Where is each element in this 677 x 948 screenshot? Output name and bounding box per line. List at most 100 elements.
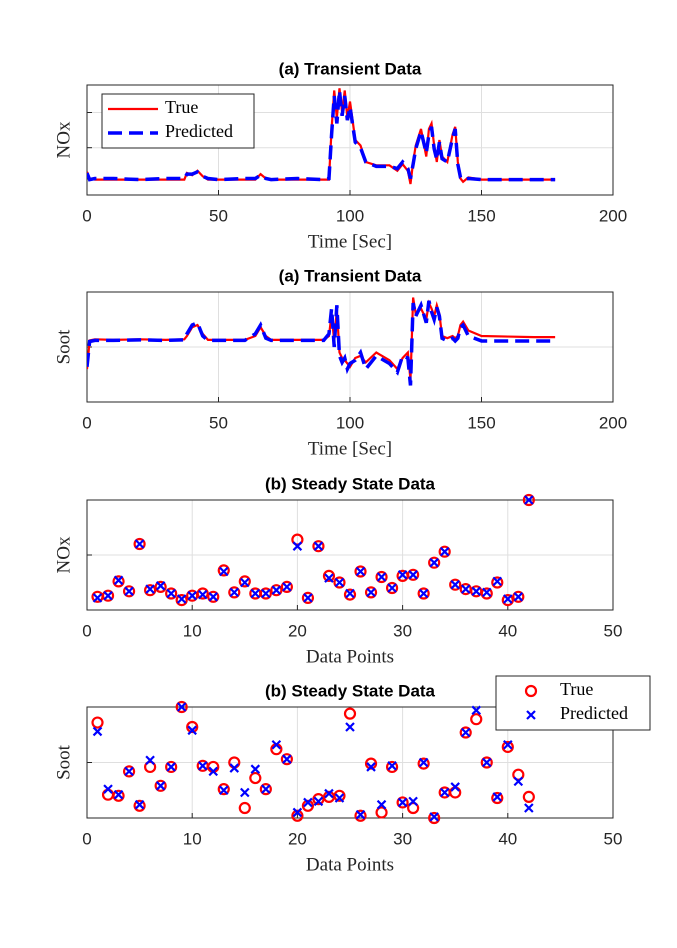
point [145,755,155,766]
point [333,576,346,589]
subplot: 0 50 100 150 200 (a) Transient Data Time [Sec]… [53,266,627,459]
point [480,756,493,769]
point [492,576,503,587]
point [217,783,230,796]
point [418,757,429,768]
point [408,570,418,580]
point [396,796,409,809]
point [313,796,324,807]
point [364,586,378,599]
point [165,587,178,600]
point [292,807,303,818]
point [471,705,482,716]
point [238,801,251,815]
x-axis-label: Time [Sec] [308,231,392,252]
point [229,763,240,773]
point [503,594,513,604]
point [301,591,315,605]
point [124,586,134,597]
point [208,766,219,777]
point [103,784,113,794]
chart-title: (a) Transient Data [279,59,422,78]
point [387,583,397,593]
x-tick-label: 50 [209,413,228,432]
point [197,761,208,771]
line [87,90,556,182]
subplot: 0 50 100 150 200 (a) Transient Data Time [Sec]… [53,59,627,252]
point [501,740,514,754]
x-axis-label: Data Points [306,854,394,875]
point [270,584,283,597]
x-tick-label: 30 [393,829,412,848]
x-tick-label: 50 [209,206,228,225]
point [470,713,483,726]
point [187,725,197,736]
point [292,541,303,551]
point [429,557,439,568]
point [397,797,408,808]
point [301,799,315,812]
point [303,593,313,603]
point [240,577,250,588]
point [175,700,188,714]
point [343,588,357,601]
point [480,587,493,600]
point [450,579,460,590]
point [175,593,188,607]
point [407,801,420,815]
legend-label: Predicted [560,703,628,723]
x-axis-label: Data Points [306,646,394,667]
x-tick-label: 30 [393,621,412,640]
point [512,590,525,603]
point [522,493,535,507]
point [134,799,145,810]
point [481,757,492,768]
point [324,788,334,799]
legend-label: True [560,679,593,699]
point [144,584,157,597]
point [187,590,197,601]
point [249,771,262,785]
x-tick-label: 200 [599,413,627,432]
point [501,593,514,607]
x-tick-label: 20 [288,829,307,848]
point [333,789,346,802]
point [375,806,388,819]
point [460,727,471,738]
point [240,787,250,798]
point [366,762,376,772]
point [334,577,345,588]
point [250,764,261,774]
point [280,580,293,594]
x-tick-label: 100 [336,206,364,225]
x-tick-label: 10 [183,829,202,848]
point [408,796,418,807]
point [282,582,292,592]
legend: True Predicted [101,93,255,149]
point [492,792,503,802]
point [354,565,367,578]
point [134,539,145,549]
point [228,586,241,599]
point [250,588,261,599]
point [313,541,324,551]
point [218,785,229,796]
point [91,716,104,729]
point [503,739,513,750]
point [261,784,271,794]
legend-box [101,93,255,149]
subplot: 0 10 20 30 40 50 (b) Steady State Data Data Poi… [53,474,622,667]
x-tick-label: 200 [599,206,627,225]
y-axis-label: Soot [53,744,74,780]
point [197,589,208,600]
point [355,809,366,820]
point [112,575,125,588]
point [418,588,429,599]
point [261,588,271,599]
point [154,580,167,594]
point [176,594,187,604]
point [397,570,408,580]
point [524,803,534,813]
point [155,581,166,591]
x-tick-label: 50 [604,829,623,848]
